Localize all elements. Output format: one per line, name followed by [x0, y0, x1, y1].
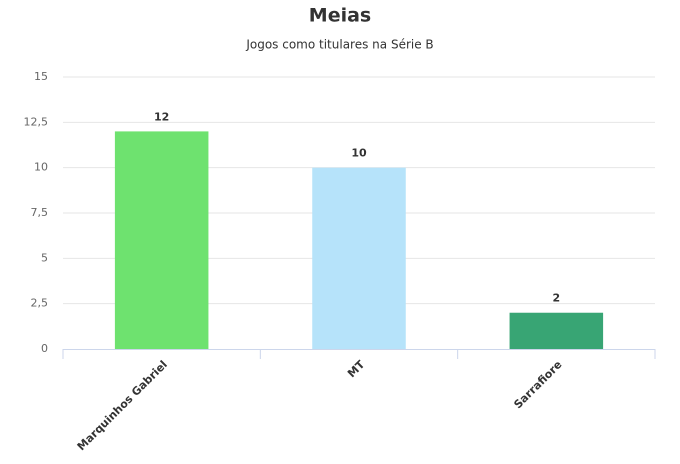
y-tick-label: 2,5	[31, 297, 49, 310]
x-tick-label: Sarrafiore	[511, 358, 564, 411]
x-tick-label: Marquinhos Gabriel	[75, 358, 170, 453]
bar	[509, 312, 604, 349]
y-tick-label: 15	[34, 70, 48, 83]
y-tick-label: 10	[34, 161, 48, 174]
bar	[312, 167, 406, 349]
data-label: 12	[154, 110, 169, 123]
x-tick-label: MT	[345, 358, 368, 381]
y-tick-label: 7,5	[31, 206, 49, 219]
data-label: 10	[351, 147, 367, 160]
y-tick-label: 12,5	[24, 115, 49, 128]
data-label: 2	[553, 292, 561, 305]
chart-subtitle: Jogos como titulares na Série B	[245, 38, 433, 52]
y-tick-label: 0	[41, 342, 48, 355]
chart-title: Meias	[309, 5, 371, 27]
bar	[114, 131, 209, 349]
y-tick-label: 5	[41, 251, 48, 264]
